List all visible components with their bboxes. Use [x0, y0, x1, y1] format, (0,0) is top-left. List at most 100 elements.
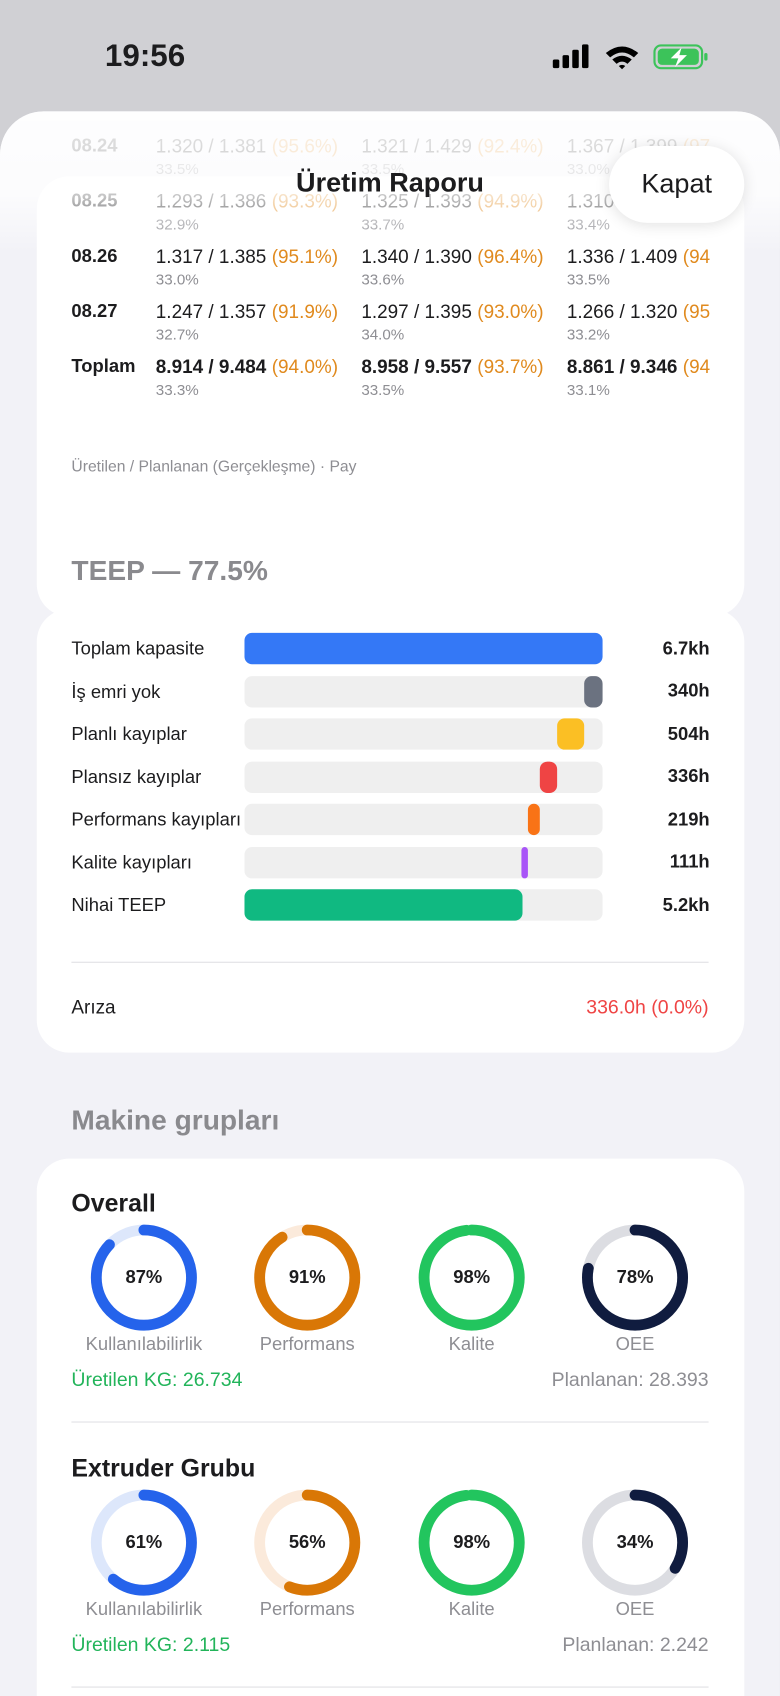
gauge-value: 78%: [616, 1266, 654, 1288]
divider: [71, 1421, 709, 1423]
failure-label: Arıza: [71, 996, 116, 1018]
table-cell: 1.266 / 1.320(95.9%)33.2%: [567, 300, 710, 347]
cell-percent: (94.0%): [271, 355, 339, 378]
cell-percent: (93.7%): [477, 355, 544, 378]
gauge: [418, 1224, 525, 1331]
gauge: [90, 1489, 197, 1596]
planned: Planlanan: 2.242: [562, 1633, 709, 1656]
gauge-value: 98%: [453, 1531, 491, 1553]
teep-label: Performans kayıpları: [71, 809, 242, 830]
teep-label: Plansız kayıplar: [71, 766, 202, 788]
teep-value: 5.2kh: [662, 894, 710, 915]
cell-top: 8.914 / 9.484 (94.0%): [156, 355, 359, 379]
teep-label: Toplam kapasite: [71, 638, 205, 659]
teep-bar: [539, 761, 558, 793]
gauge-label: Kullanılabilirlik: [85, 1598, 203, 1620]
gauge-label: Kalite: [448, 1598, 495, 1620]
produced: Üretilen KG: 26.734: [71, 1368, 243, 1391]
failure-value: 336.0h (0.0%): [586, 996, 709, 1018]
cell-ratio: 1.297 / 1.395: [361, 300, 472, 323]
cell-share: 33.5%: [566, 270, 610, 288]
teep-bar: [557, 718, 585, 750]
teep-label: Nihai TEEP: [71, 894, 167, 916]
cell-share: 33.3%: [155, 380, 199, 399]
cell-ratio: 8.914 / 9.484: [155, 355, 267, 378]
table-row: 08.27 1.247 / 1.357 (91.9%) 32.7% 1.297 / 1.…: [71, 300, 709, 355]
planned: Planlanan: 28.393: [551, 1368, 709, 1391]
table-cell: 8.958 / 9.557 (93.7%) 33.5%: [361, 355, 567, 402]
cell-share: 33.1%: [566, 380, 610, 399]
row-date: 08.27: [71, 300, 118, 322]
gauge: [582, 1489, 689, 1596]
gauge-label: Performans: [259, 1333, 355, 1355]
cell-top: 8.958 / 9.557 (93.7%): [361, 355, 564, 379]
cell-share: 34.0%: [361, 325, 405, 343]
cell-top: 1.247 / 1.357 (91.9%): [156, 300, 359, 324]
groups-card: [36, 1158, 745, 1696]
gauge-label: Performans: [259, 1598, 355, 1620]
group-name: Overall: [71, 1188, 156, 1218]
cell-ratio: 8.861 / 9.346: [566, 355, 678, 378]
close-button[interactable]: Kapat: [609, 146, 745, 223]
teep-track: [244, 846, 603, 878]
teep-track: [244, 889, 603, 921]
gauge-arc: [582, 1224, 689, 1331]
status-icons: [552, 44, 708, 70]
row-date: Toplam: [71, 355, 136, 377]
cell-percent: (93.0%): [477, 300, 544, 323]
gauge-arc: [90, 1224, 197, 1331]
gauge-value: 98%: [453, 1266, 491, 1288]
table-cell: 1.247 / 1.357 (91.9%) 32.7%: [156, 300, 362, 347]
cell-share: 33.5%: [361, 380, 405, 399]
gauge-label: Kalite: [448, 1333, 495, 1355]
cell-ratio: 1.247 / 1.357: [155, 300, 267, 323]
status-time: 19:56: [104, 38, 186, 74]
gauge: [90, 1224, 197, 1331]
table-cell: 1.297 / 1.395 (93.0%) 34.0%: [361, 300, 567, 347]
teep-bar: [521, 846, 528, 878]
gauge: [254, 1489, 361, 1596]
gauge: [418, 1489, 525, 1596]
teep-label: İş emri yok: [71, 680, 161, 702]
gauge-label: OEE: [615, 1598, 655, 1620]
teep-row: Performans kayıpları 219h: [71, 803, 710, 836]
gauge-label: Kullanılabilirlik: [85, 1333, 203, 1355]
gauge: [254, 1224, 361, 1331]
cell-top: 8.861 / 9.346(94.8%): [567, 355, 710, 379]
teep-row: Nihai TEEP 5.2kh: [71, 889, 710, 921]
teep-rows: Toplam kapasite 6.7kh İş emri yok 340h Planl…: [71, 632, 710, 921]
gauge-value: 91%: [288, 1266, 326, 1288]
cell-share: 33.0%: [155, 270, 199, 288]
cell-share: 33.6%: [361, 270, 405, 288]
table-cell: 8.861 / 9.346(94.8%)33.1%: [567, 355, 710, 402]
sheet-title: Üretim Raporu: [296, 167, 484, 198]
teep-track: [244, 675, 603, 707]
cell-ratio: 8.958 / 9.557: [361, 355, 472, 378]
divider: [71, 961, 709, 963]
table-row: 08.26 1.317 / 1.385 (95.1%) 33.0% 1.340 / 1.…: [71, 244, 709, 299]
teep-value: 336h: [667, 765, 710, 787]
teep-row: Plansız kayıplar 336h: [71, 761, 710, 793]
cell-percent: (94.8%): [682, 355, 710, 378]
produced: Üretilen KG: 2.115: [71, 1633, 231, 1656]
teep-value: 504h: [667, 723, 710, 744]
gauge-value: 61%: [125, 1531, 163, 1553]
cell-percent: (95.9%): [682, 300, 710, 323]
table-cell: 8.914 / 9.484 (94.0%) 33.3%: [156, 355, 362, 402]
teep-track: [244, 632, 603, 665]
teep-label: Planlı kayıplar: [71, 723, 187, 745]
cell-top: 1.266 / 1.320(95.9%): [567, 300, 710, 324]
teep-value: 6.7kh: [662, 637, 710, 659]
teep-bar: [527, 803, 540, 836]
teep-track: [244, 718, 603, 750]
group-name: Extruder Grubu: [71, 1453, 256, 1483]
cell-share: 33.2%: [566, 325, 610, 343]
cell-ratio: 1.266 / 1.320: [566, 300, 678, 323]
gauge: [582, 1224, 689, 1331]
cell-top: 1.297 / 1.395 (93.0%): [361, 300, 564, 324]
gauge-arc: [90, 1489, 197, 1596]
gauge-arc: [418, 1489, 525, 1596]
teep-bar: [584, 675, 603, 707]
